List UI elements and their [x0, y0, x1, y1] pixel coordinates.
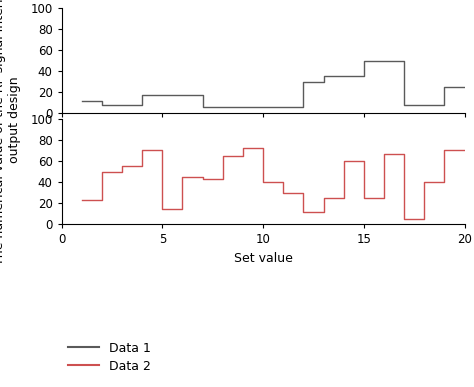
Text: The numerical value of the RF signal interface
output design: The numerical value of the RF signal int…	[0, 0, 21, 265]
Legend: Data 1, Data 2: Data 1, Data 2	[68, 342, 151, 373]
X-axis label: Set value: Set value	[234, 252, 292, 265]
